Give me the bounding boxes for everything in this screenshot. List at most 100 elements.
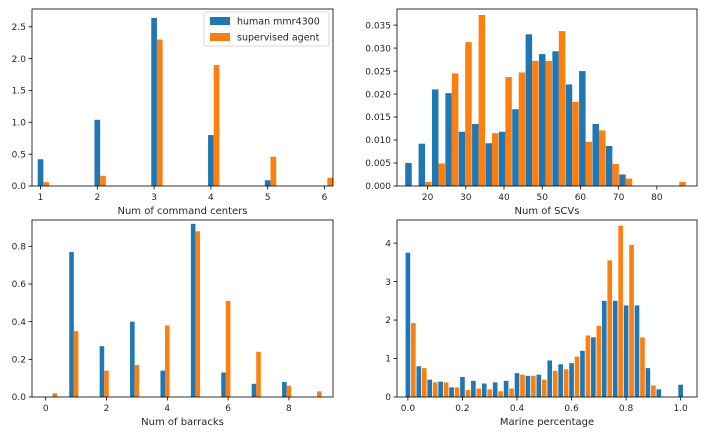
- y-tick-label: 0.030: [365, 44, 391, 54]
- bar-human: [481, 383, 487, 397]
- x-tick-label: 50: [536, 193, 548, 203]
- x-tick-label: 0.8: [619, 404, 634, 414]
- y-tick-label: 0.035: [365, 21, 391, 31]
- y-tick-label: 0.0: [12, 182, 27, 192]
- bar-human: [264, 180, 271, 186]
- bar-agent: [545, 60, 552, 187]
- y-tick-label: 1.5: [12, 87, 26, 97]
- bar-agent: [476, 388, 482, 397]
- x-axis-label: Num of command centers: [117, 206, 247, 217]
- x-tick-label: 2: [104, 404, 110, 414]
- bar-agent: [156, 39, 163, 187]
- bar-agent: [651, 385, 656, 397]
- axes-frame: [31, 8, 334, 187]
- legend-swatch-human: [210, 17, 230, 25]
- bar-human: [547, 360, 553, 397]
- bar-human: [579, 71, 586, 186]
- bar-agent: [532, 60, 539, 187]
- x-tick-label: 0.0: [401, 404, 416, 414]
- bar-agent: [270, 156, 277, 186]
- bar-agent: [478, 14, 486, 187]
- bar-agent: [679, 181, 686, 186]
- bar-human: [623, 305, 629, 397]
- bar-agent: [541, 379, 547, 397]
- x-tick-label: 30: [460, 193, 472, 203]
- bar-human: [512, 109, 519, 186]
- x-tick-label: 0.6: [564, 404, 579, 414]
- y-tick-label: 0: [385, 393, 391, 403]
- bar-human: [569, 363, 574, 397]
- ticks-command-centers: 1 2 3 4 5 6 0.0 0.5 1.0 1.5 2.0 2.5: [12, 23, 328, 203]
- bar-human: [458, 131, 466, 186]
- x-tick-label: 0: [43, 404, 49, 414]
- bar-agent: [509, 388, 514, 397]
- bar-human: [208, 135, 214, 186]
- x-tick-label: 70: [613, 193, 625, 203]
- y-tick-label: 2: [385, 316, 391, 326]
- x-tick-label: 6: [322, 193, 328, 203]
- bar-agent: [625, 178, 633, 186]
- y-tick-label: 3: [385, 278, 391, 288]
- bar-human: [514, 373, 520, 397]
- bar-agent: [598, 130, 606, 186]
- bar-agent: [451, 73, 459, 186]
- bar-agent: [421, 368, 427, 397]
- legend-box: [203, 11, 330, 47]
- bar-agent: [256, 351, 261, 397]
- y-tick-label: 0.020: [365, 90, 391, 100]
- bar-human: [580, 350, 585, 397]
- bar-agent: [213, 65, 220, 186]
- y-tick-label: 1: [385, 355, 391, 365]
- bar-agent: [43, 182, 50, 186]
- bar-agent: [134, 364, 140, 397]
- y-tick-label: 0.6: [12, 280, 27, 290]
- y-tick-label: 0.2: [12, 356, 26, 366]
- subplot-marine-percentage: 0.0 0.2 0.4 0.6 0.8 1.0 0 1 2 3 4 Marine percentag…: [385, 219, 698, 428]
- bar-agent: [585, 335, 591, 397]
- bars-scvs: [405, 14, 686, 187]
- bar-agent: [438, 163, 445, 186]
- bar-human: [427, 379, 433, 397]
- ticks-scvs: 20 30 40 50 60 70 80 0.000 0.005 0.010 0.015 0.020 0…: [365, 21, 663, 203]
- bar-agent: [574, 356, 580, 397]
- y-tick-label: 0.8: [12, 243, 27, 253]
- bar-human: [485, 143, 492, 186]
- x-tick-label: 20: [422, 193, 434, 203]
- bar-agent: [498, 391, 503, 397]
- legend-label-agent: supervised agent: [237, 33, 320, 44]
- bars-barracks: [52, 223, 322, 397]
- bar-human: [498, 131, 506, 186]
- bar-human: [416, 366, 422, 397]
- bar-human: [552, 51, 559, 186]
- bar-agent: [518, 72, 526, 186]
- bar-agent: [612, 163, 619, 186]
- bar-human: [37, 159, 44, 186]
- bar-agent: [563, 369, 569, 397]
- bar-human: [472, 123, 479, 186]
- bar-agent: [327, 177, 333, 186]
- x-axis-label: Num of SCVs: [515, 206, 580, 217]
- x-axis-label: Num of barracks: [141, 417, 224, 428]
- x-tick-label: 5: [265, 193, 271, 203]
- bar-agent: [585, 141, 593, 186]
- bars-command-centers: [37, 17, 333, 187]
- bar-agent: [629, 245, 634, 397]
- bar-agent: [465, 390, 471, 397]
- bar-human: [160, 370, 166, 397]
- legend-label-human: human mmr4300: [237, 17, 320, 28]
- axes-frame: [396, 8, 698, 187]
- x-tick-label: 4: [164, 404, 170, 414]
- bar-human: [221, 372, 226, 397]
- bar-human: [471, 380, 476, 397]
- ticks-marine-percentage: 0.0 0.2 0.4 0.6 0.8 1.0 0 1 2 3 4: [385, 239, 688, 414]
- bar-human: [565, 84, 573, 186]
- bar-agent: [454, 387, 460, 397]
- bar-human: [418, 143, 426, 186]
- x-tick-label: 1: [38, 193, 44, 203]
- bar-agent: [491, 133, 499, 186]
- bar-human: [678, 384, 683, 397]
- bar-human: [538, 54, 546, 186]
- bar-human: [492, 382, 498, 397]
- axes-frame: [31, 219, 334, 398]
